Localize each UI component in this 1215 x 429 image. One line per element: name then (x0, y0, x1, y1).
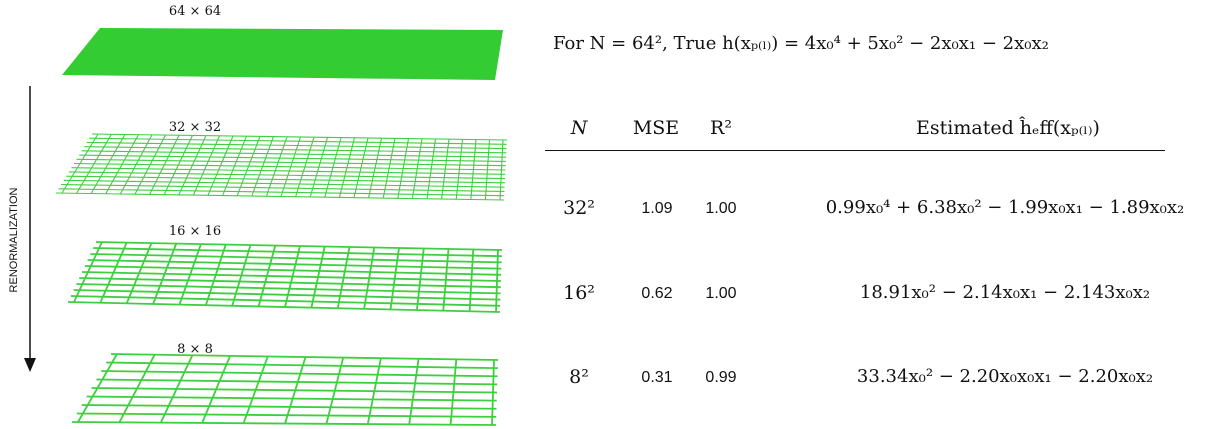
layer-label: 64 × 64 (169, 4, 221, 19)
table-rule (545, 150, 1165, 151)
layer-label: 32 × 32 (169, 120, 221, 135)
arrow-label: RENORMALIZATION (8, 188, 20, 293)
table-cell: 1.00 (705, 285, 736, 303)
table-cell: 1.00 (705, 200, 736, 218)
table-header: Estimated ĥₑff(xₚ₍ₗ₎) (916, 117, 1100, 139)
layer-label: 8 × 8 (177, 342, 213, 357)
table-cell: 33.34x₀² − 2.20x₀x₀x₁ − 2.20x₀x₂ (857, 366, 1153, 387)
table-cell: 8² (569, 366, 589, 388)
table-header: N (571, 117, 588, 139)
table-cell: 0.99x₀⁴ + 6.38x₀² − 1.99x₀x₁ − 1.89x₀x₂ (826, 197, 1185, 218)
arrow-head (24, 358, 36, 372)
figure: RENORMALIZATION 64 × 64 32 × 32 16 × 16 … (0, 0, 1215, 429)
table-cell: 0.31 (641, 369, 672, 387)
layer-label: 16 × 16 (169, 224, 221, 239)
table-cell: 0.62 (641, 285, 672, 303)
table-cell: 16² (563, 282, 595, 304)
table-cell: 18.91x₀² − 2.14x₀x₁ − 2.143x₀x₂ (860, 282, 1150, 303)
table-cell: 1.09 (641, 200, 672, 218)
layer-diagram (0, 0, 530, 429)
plane (62, 28, 503, 80)
heading: For N = 64², True h(xₚ₍ₗ₎) = 4x₀⁴ + 5x₀²… (553, 33, 1049, 54)
table-header: MSE (633, 117, 679, 139)
grid-line (56, 193, 504, 200)
table-header: R² (710, 117, 732, 139)
grid-line (72, 422, 496, 425)
table-cell: 0.99 (705, 369, 736, 387)
table-cell: 32² (563, 197, 595, 219)
